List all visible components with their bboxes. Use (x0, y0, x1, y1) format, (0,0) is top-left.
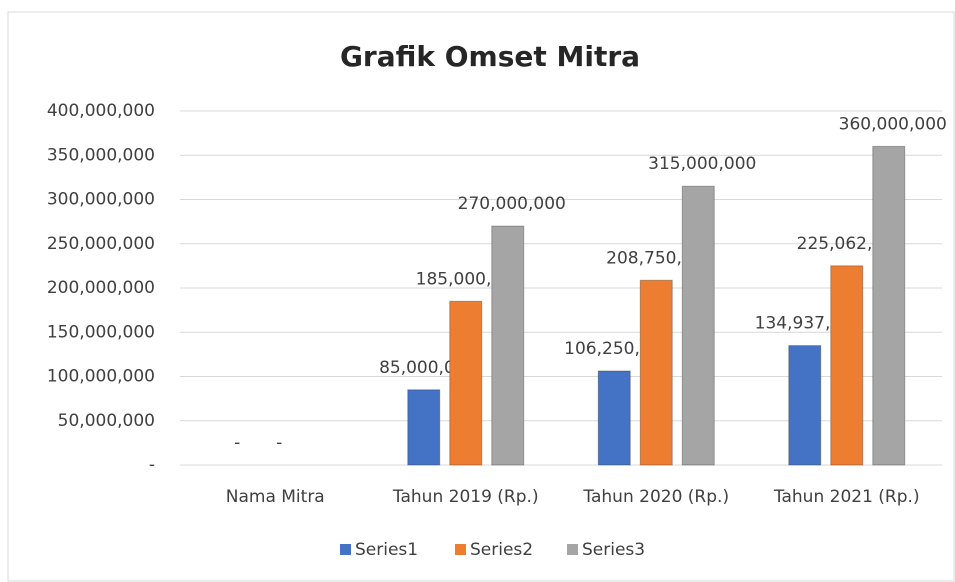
legend-label: Series2 (470, 540, 533, 560)
data-label: - (234, 433, 240, 453)
x-tick-label: Tahun 2021 (Rp.) (773, 487, 920, 507)
legend-label: Series1 (355, 540, 418, 560)
bar (872, 145, 906, 466)
bar (491, 225, 525, 466)
chart-title: Grafik Omset Mitra (340, 40, 640, 73)
legend-swatch (567, 544, 578, 555)
y-tick-label: 50,000,000 (58, 411, 155, 431)
bar (639, 279, 673, 466)
y-tick-label: - (149, 455, 155, 475)
y-tick-label: 300,000,000 (47, 190, 155, 210)
x-tick-label: Nama Mitra (226, 487, 325, 507)
y-tick-label: 150,000,000 (47, 322, 155, 342)
y-tick-label: 250,000,000 (47, 234, 155, 254)
data-label: 360,000,000 (839, 114, 947, 134)
legend-swatch (455, 544, 466, 555)
chart-frame (7, 11, 955, 582)
bar (681, 185, 715, 466)
bar (407, 389, 441, 466)
x-tick-label: Tahun 2019 (Rp.) (392, 487, 539, 507)
x-tick-label: Tahun 2020 (Rp.) (582, 487, 729, 507)
y-tick-label: 100,000,000 (47, 367, 155, 387)
bar (788, 345, 822, 466)
bar (597, 370, 631, 466)
legend-label: Series3 (582, 540, 645, 560)
bar (830, 265, 864, 466)
data-label: 270,000,000 (458, 194, 566, 214)
legend-swatch (340, 544, 351, 555)
bar (449, 300, 483, 466)
data-label: 315,000,000 (648, 154, 756, 174)
y-tick-label: 350,000,000 (47, 145, 155, 165)
y-tick-label: 200,000,000 (47, 278, 155, 298)
y-tick-label: 400,000,000 (47, 101, 155, 121)
data-label: - (276, 433, 282, 453)
